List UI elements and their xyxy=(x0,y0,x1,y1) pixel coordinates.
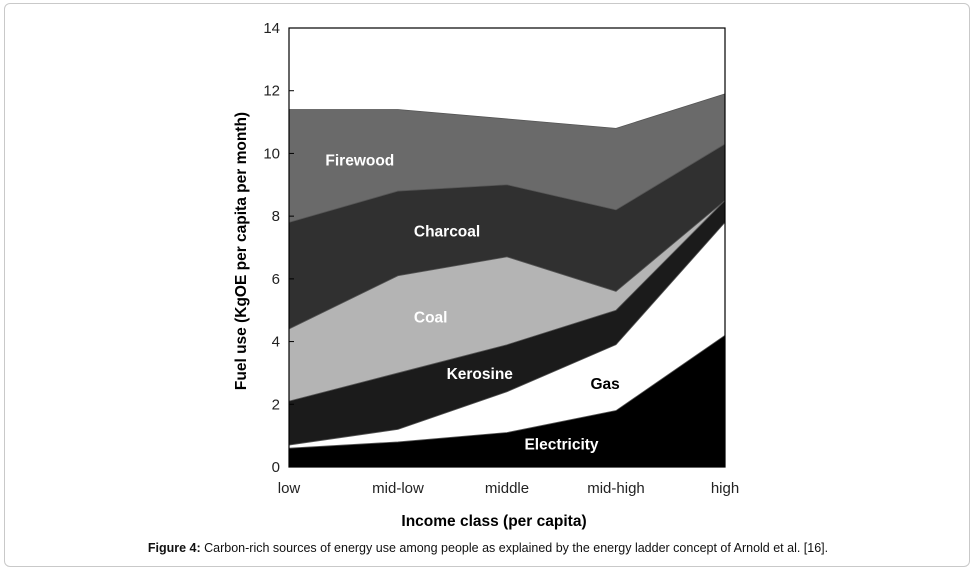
y-tick-label: 4 xyxy=(272,334,280,351)
area-boundary-charcoal xyxy=(288,143,726,223)
x-tick-label: mid-high xyxy=(587,480,645,497)
series-label-gas: Gas xyxy=(590,376,619,393)
series-label-kerosine: Kerosine xyxy=(447,366,514,383)
y-axis: 0 2 4 6 8 10 12 14 xyxy=(263,20,294,476)
y-tick-label: 6 xyxy=(272,271,280,288)
area-boundary-firewood xyxy=(289,93,726,129)
caption-label: Figure 4: xyxy=(147,541,201,555)
y-axis-title: Fuel use (KgOE per capita per month) xyxy=(233,112,250,390)
area-kerosine xyxy=(289,200,725,446)
series-labels: Electricity Gas Kerosine Coal Charcoal Firewo… xyxy=(325,152,619,453)
figure-caption: Figure 4: Carbon-rich sources of energy … xyxy=(0,541,976,555)
y-tick-label: 8 xyxy=(272,208,280,225)
x-tick-label: low xyxy=(278,480,301,497)
y-tick-label: 12 xyxy=(263,83,280,100)
y-tick-label: 14 xyxy=(263,20,280,37)
x-tick-label: high xyxy=(711,480,739,497)
area-boundary-electricity xyxy=(288,334,726,449)
series-label-firewood: Firewood xyxy=(325,152,394,169)
y-tick-label: 2 xyxy=(272,396,280,413)
x-tick-label: mid-low xyxy=(372,480,424,497)
caption-text: Carbon-rich sources of energy use among … xyxy=(200,541,829,555)
x-axis: low mid-low middle mid-high high xyxy=(278,462,739,497)
x-tick-label: middle xyxy=(485,480,529,497)
series-label-charcoal: Charcoal xyxy=(414,224,480,241)
area-firewood xyxy=(289,93,725,223)
area-boundary-kerosine xyxy=(288,200,726,402)
series-label-electricity: Electricity xyxy=(524,436,598,453)
x-axis-title: Income class (per capita) xyxy=(401,513,586,530)
area-boundary-gas xyxy=(288,222,726,446)
area-gas xyxy=(289,222,725,449)
stacked-area-chart: 0 2 4 6 8 10 12 14 low mid-low middle mid-high high… xyxy=(233,20,739,530)
area-boundary-coal xyxy=(288,200,726,330)
area-series-group xyxy=(288,93,726,467)
area-coal xyxy=(289,200,725,402)
y-tick-label: 0 xyxy=(272,459,280,476)
area-electricity xyxy=(289,335,725,467)
series-label-coal: Coal xyxy=(414,309,448,326)
area-charcoal xyxy=(289,144,725,330)
y-tick-label: 10 xyxy=(263,145,280,162)
